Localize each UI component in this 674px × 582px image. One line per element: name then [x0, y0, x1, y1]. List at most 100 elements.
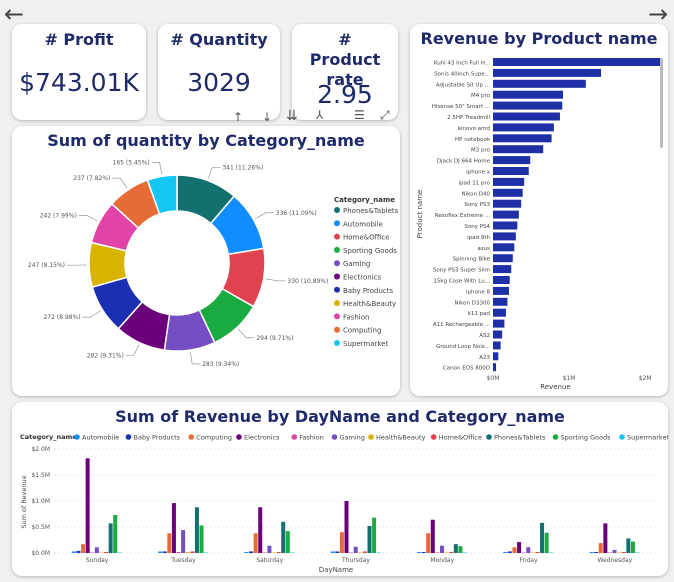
- revenue-column[interactable]: [372, 517, 377, 553]
- revenue-column[interactable]: [439, 545, 444, 553]
- legend-item[interactable]: Phones&Tablets: [343, 207, 399, 215]
- revenue-bar[interactable]: [493, 297, 508, 306]
- revenue-bar[interactable]: [493, 276, 510, 284]
- revenue-column[interactable]: [458, 546, 463, 553]
- legend-item[interactable]: Automobile: [343, 220, 383, 228]
- revenue-column[interactable]: [335, 551, 340, 553]
- revenue-column[interactable]: [349, 552, 354, 553]
- legend-item[interactable]: Electronics: [244, 434, 280, 442]
- revenue-column[interactable]: [71, 551, 76, 553]
- revenue-column[interactable]: [185, 551, 190, 553]
- revenue-column[interactable]: [535, 551, 540, 553]
- revenue-bar[interactable]: [493, 145, 544, 154]
- back-arrow-icon[interactable]: ←: [4, 0, 25, 28]
- forward-arrow-icon[interactable]: →: [648, 0, 669, 28]
- legend-item[interactable]: Health&Beauty: [376, 434, 426, 442]
- revenue-column[interactable]: [362, 551, 367, 553]
- revenue-column[interactable]: [158, 551, 163, 553]
- legend-item[interactable]: Home&Office: [439, 434, 482, 442]
- revenue-column[interactable]: [607, 552, 612, 553]
- revenue-column[interactable]: [108, 523, 113, 553]
- legend-item[interactable]: Phones&Tablets: [494, 434, 546, 442]
- legend-item[interactable]: Computing: [196, 434, 232, 442]
- revenue-column[interactable]: [449, 551, 454, 553]
- revenue-column[interactable]: [444, 552, 449, 553]
- revenue-column[interactable]: [521, 552, 526, 553]
- revenue-column[interactable]: [617, 552, 622, 553]
- revenue-bar[interactable]: [493, 177, 525, 186]
- legend-item[interactable]: Home&Office: [343, 234, 390, 242]
- revenue-column[interactable]: [517, 542, 522, 553]
- revenue-column[interactable]: [540, 522, 545, 553]
- revenue-bar[interactable]: [493, 265, 512, 274]
- revenue-column[interactable]: [526, 547, 531, 553]
- revenue-column[interactable]: [435, 552, 440, 553]
- revenue-column[interactable]: [589, 551, 594, 553]
- revenue-bar[interactable]: [493, 308, 506, 317]
- revenue-column[interactable]: [330, 551, 335, 553]
- revenue-column[interactable]: [94, 547, 99, 553]
- revenue-column[interactable]: [272, 552, 277, 553]
- revenue-column[interactable]: [171, 503, 176, 553]
- revenue-column[interactable]: [176, 551, 181, 553]
- revenue-column[interactable]: [117, 552, 122, 553]
- filter-icon[interactable]: ☰: [354, 108, 365, 122]
- drill-up-icon[interactable]: ↑: [233, 110, 244, 124]
- drill-down-icon[interactable]: ↓: [262, 110, 273, 124]
- revenue-bar[interactable]: [493, 330, 503, 339]
- legend-item[interactable]: Automobile: [82, 434, 119, 442]
- revenue-bar[interactable]: [493, 134, 552, 143]
- revenue-column[interactable]: [358, 552, 363, 553]
- revenue-bar[interactable]: [493, 79, 586, 88]
- revenue-column[interactable]: [194, 507, 199, 553]
- revenue-column[interactable]: [113, 515, 118, 553]
- revenue-column[interactable]: [262, 552, 267, 553]
- revenue-column[interactable]: [276, 551, 281, 553]
- revenue-bar[interactable]: [493, 68, 602, 77]
- revenue-column[interactable]: [430, 519, 435, 553]
- revenue-column[interactable]: [530, 552, 535, 553]
- legend-item[interactable]: Gaming: [340, 434, 365, 442]
- revenue-column[interactable]: [81, 544, 86, 553]
- revenue-bar[interactable]: [493, 112, 560, 121]
- revenue-bar[interactable]: [493, 123, 554, 132]
- revenue-column[interactable]: [90, 552, 95, 553]
- revenue-column[interactable]: [598, 543, 603, 553]
- revenue-column[interactable]: [344, 501, 349, 553]
- legend-item[interactable]: Baby Products: [134, 434, 181, 442]
- revenue-column[interactable]: [453, 544, 458, 553]
- revenue-column[interactable]: [199, 525, 204, 553]
- revenue-bar[interactable]: [493, 90, 563, 99]
- revenue-column[interactable]: [181, 530, 186, 553]
- revenue-column[interactable]: [626, 538, 631, 553]
- revenue-bar[interactable]: [493, 167, 529, 175]
- legend-item[interactable]: Supermarket: [627, 434, 668, 442]
- expand-hierarchy-icon[interactable]: ⅄: [316, 108, 324, 122]
- revenue-bar[interactable]: [493, 221, 518, 230]
- revenue-column[interactable]: [99, 552, 104, 553]
- revenue-column[interactable]: [367, 525, 372, 553]
- legend-item[interactable]: Gaming: [343, 260, 370, 268]
- legend-item[interactable]: Electronics: [343, 274, 382, 282]
- legend-item[interactable]: Sporting Goods: [343, 247, 397, 255]
- revenue-column[interactable]: [76, 550, 81, 553]
- revenue-bar[interactable]: [493, 199, 522, 208]
- revenue-column[interactable]: [421, 551, 426, 553]
- revenue-column[interactable]: [426, 533, 431, 553]
- revenue-column[interactable]: [635, 552, 640, 553]
- revenue-column[interactable]: [167, 533, 172, 553]
- revenue-bar[interactable]: [493, 101, 563, 110]
- legend-item[interactable]: Fashion: [343, 313, 369, 321]
- legend-item[interactable]: Supermarket: [343, 340, 388, 348]
- revenue-column[interactable]: [462, 552, 467, 553]
- revenue-column[interactable]: [339, 532, 344, 553]
- revenue-column[interactable]: [285, 531, 290, 553]
- revenue-column[interactable]: [594, 551, 599, 553]
- revenue-column[interactable]: [249, 551, 254, 553]
- revenue-column[interactable]: [512, 547, 517, 553]
- revenue-bar[interactable]: [493, 286, 509, 295]
- legend-item[interactable]: Health&Beauty: [343, 300, 396, 308]
- revenue-column[interactable]: [253, 533, 258, 553]
- revenue-bar[interactable]: [493, 352, 499, 361]
- revenue-column[interactable]: [544, 532, 549, 553]
